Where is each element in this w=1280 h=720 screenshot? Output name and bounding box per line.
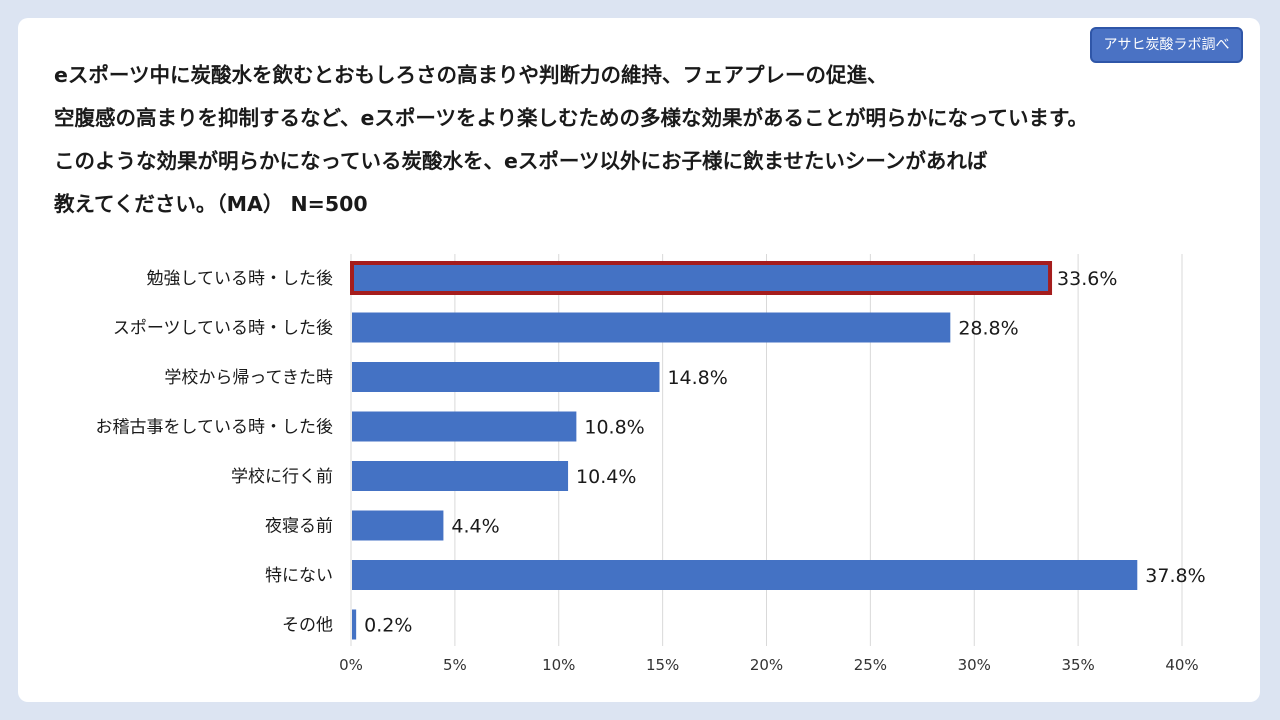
x-tick-label: 25% [854,656,887,674]
value-label: 37.8% [1145,565,1205,587]
x-tick-label: 10% [542,656,575,674]
bar [352,362,660,392]
value-label: 0.2% [364,615,412,637]
x-tick-label: 40% [1165,656,1198,674]
category-label: 特にない [265,566,333,586]
category-label: お稽古事をしている時・した後 [96,418,334,438]
x-tick-label: 5% [443,656,467,674]
category-label: 勉強している時・した後 [147,269,334,289]
question-line: eスポーツ中に炭酸水を飲むとおもしろさの高まりや判断力の維持、フェアプレーの促進… [54,63,888,87]
x-tick-label: 15% [646,656,679,674]
x-tick-label: 20% [750,656,783,674]
bar-highlighted [350,261,1053,295]
bar [352,312,951,343]
category-label: 学校から帰ってきた時 [164,368,333,388]
value-label: 28.8% [958,318,1018,340]
category-label: 夜寝る前 [265,516,333,537]
value-label: 33.6% [1057,268,1117,290]
value-label: 10.8% [584,417,644,439]
labels: 0% 5% 10% 15% 20% 25% 30% 35% 40% 勉強している時・した後 33.6… [96,268,1206,674]
bar [352,560,1138,590]
x-tick-label: 0% [339,656,363,674]
bar [352,609,357,640]
category-label: その他 [282,616,333,636]
question-line: 空腹感の高まりを抑制するなど、eスポーツをより楽しむための多様な効果があることが… [54,106,1088,130]
x-tick-label: 35% [1061,656,1094,674]
value-label: 10.4% [576,466,636,488]
value-label: 14.8% [667,367,727,389]
category-label: 学校に行く前 [231,467,333,487]
question-text: eスポーツ中に炭酸水を飲むとおもしろさの高まりや判断力の維持、フェアプレーの促進… [54,54,1254,226]
question-line: このような効果が明らかになっている炭酸水を、eスポーツ以外にお子様に飲ませたいシ… [54,149,988,173]
bar [352,510,444,541]
bar [352,461,569,491]
x-tick-label: 30% [958,656,991,674]
bar [352,411,577,442]
source-badge: アサヒ炭酸ラボ調べ [1090,27,1243,63]
question-line: 教えてください。（MA） N=500 [54,192,368,216]
category-label: スポーツしている時・した後 [113,319,333,339]
bars [350,261,1138,640]
value-label: 4.4% [451,516,499,538]
